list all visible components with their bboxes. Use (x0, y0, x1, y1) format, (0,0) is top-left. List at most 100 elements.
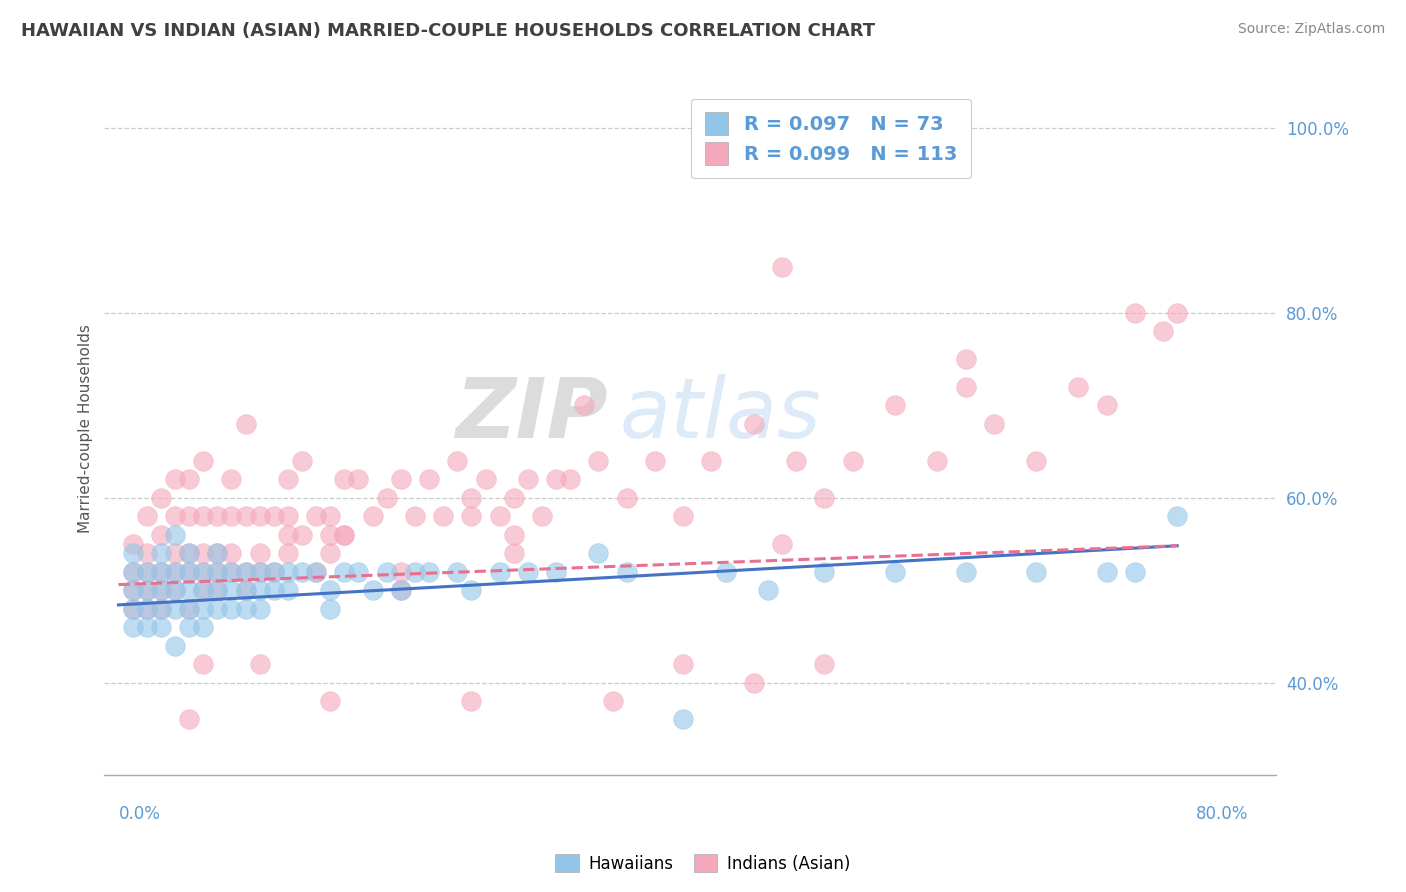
Point (616, 491, 638, 505)
Point (574, 398, 596, 412)
Point (221, 583, 243, 598)
Point (221, 601, 243, 615)
Point (149, 527, 172, 541)
Point (263, 583, 285, 598)
Point (221, 565, 243, 579)
Point (319, 527, 342, 541)
Point (163, 509, 186, 524)
Point (546, 565, 568, 579)
Point (177, 472, 200, 486)
Point (460, 491, 482, 505)
Point (516, 472, 538, 486)
Point (207, 565, 229, 579)
Point (277, 527, 299, 541)
Point (235, 565, 257, 579)
Point (135, 583, 157, 598)
Point (714, 565, 737, 579)
Point (193, 583, 215, 598)
Point (121, 601, 143, 615)
Point (884, 565, 907, 579)
Point (193, 565, 215, 579)
Point (221, 509, 243, 524)
Point (277, 565, 299, 579)
Point (163, 527, 186, 541)
Point (955, 380, 977, 394)
Point (756, 583, 779, 598)
Point (418, 565, 440, 579)
Point (616, 565, 638, 579)
Point (249, 565, 271, 579)
Point (333, 565, 356, 579)
Point (672, 657, 695, 671)
Point (121, 565, 143, 579)
Point (927, 454, 949, 468)
Text: 80.0%: 80.0% (1195, 805, 1249, 823)
Point (502, 546, 524, 560)
Point (135, 620, 157, 634)
Point (263, 565, 285, 579)
Point (291, 527, 314, 541)
Point (149, 583, 172, 598)
Point (177, 620, 200, 634)
Point (135, 601, 157, 615)
Point (1123, 306, 1146, 320)
Point (785, 454, 807, 468)
Point (1166, 509, 1188, 524)
Point (432, 509, 454, 524)
Point (319, 583, 342, 598)
Point (1152, 325, 1174, 339)
Point (1095, 398, 1118, 412)
Point (418, 472, 440, 486)
Point (163, 639, 186, 653)
Point (149, 491, 172, 505)
Point (361, 509, 384, 524)
Point (347, 565, 370, 579)
Point (770, 537, 793, 551)
Point (163, 565, 186, 579)
Point (249, 601, 271, 615)
Text: ZIP: ZIP (456, 374, 609, 455)
Point (1025, 565, 1047, 579)
Point (841, 454, 863, 468)
Point (121, 601, 143, 615)
Point (1025, 454, 1047, 468)
Point (177, 546, 200, 560)
Point (884, 398, 907, 412)
Point (221, 472, 243, 486)
Point (149, 583, 172, 598)
Point (163, 583, 186, 598)
Point (177, 565, 200, 579)
Point (235, 509, 257, 524)
Point (121, 537, 143, 551)
Point (375, 565, 398, 579)
Point (207, 546, 229, 560)
Point (135, 565, 157, 579)
Point (319, 546, 342, 560)
Point (305, 565, 328, 579)
Point (305, 565, 328, 579)
Point (672, 509, 695, 524)
Point (177, 546, 200, 560)
Point (149, 601, 172, 615)
Legend: Hawaiians, Indians (Asian): Hawaiians, Indians (Asian) (548, 847, 858, 880)
Point (163, 583, 186, 598)
Point (149, 601, 172, 615)
Point (602, 694, 624, 708)
Legend: R = 0.097   N = 73, R = 0.099   N = 113: R = 0.097 N = 73, R = 0.099 N = 113 (692, 98, 970, 178)
Point (193, 546, 215, 560)
Point (177, 565, 200, 579)
Point (177, 583, 200, 598)
Point (163, 601, 186, 615)
Point (1067, 380, 1090, 394)
Point (249, 565, 271, 579)
Point (502, 491, 524, 505)
Point (1095, 565, 1118, 579)
Point (361, 583, 384, 598)
Point (121, 546, 143, 560)
Point (813, 565, 835, 579)
Point (333, 527, 356, 541)
Point (193, 601, 215, 615)
Point (560, 472, 582, 486)
Point (235, 583, 257, 598)
Point (121, 620, 143, 634)
